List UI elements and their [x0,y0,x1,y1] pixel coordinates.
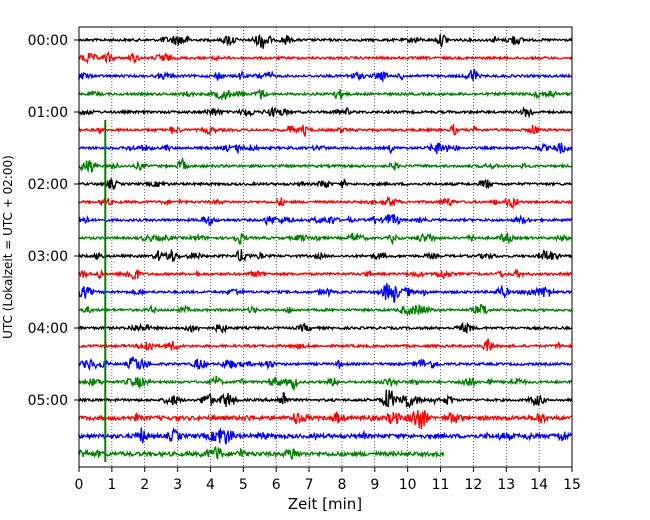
plot-frame [78,26,573,468]
x-tick-label: 12 [464,477,482,493]
x-tick-label: 4 [206,477,215,493]
x-tick-label: 8 [337,477,346,493]
trace-row [78,268,573,281]
x-axis-ticks: 0 1 2 3 4 5 6 7 8 9 10 11 12 13 14 15 [75,467,581,493]
x-tick-label: 13 [497,477,515,493]
trace-row [78,410,573,430]
x-axis-label: Zeit [min] [288,495,362,513]
x-tick-label: 7 [305,477,314,493]
x-tick-label: 15 [563,477,581,493]
trace-row [78,321,573,334]
trace-row [78,105,573,119]
x-tick-label: 14 [530,477,548,493]
trace-row [78,176,573,191]
trace-row [78,356,573,372]
trace-row [78,214,573,228]
y-tick-label: 04:00 [28,321,68,337]
trace-row [78,248,573,263]
x-tick-label: 3 [173,477,182,493]
trace-row [78,338,573,352]
trace-row [78,303,573,317]
trace-row [78,88,573,101]
y-tick-label: 05:00 [28,393,68,409]
trace-row [78,195,573,210]
y-tick-label: 03:00 [28,249,68,265]
x-tick-label: 11 [432,477,450,493]
vertical-gridlines [111,27,540,467]
x-tick-label: 9 [370,477,379,493]
x-tick-label: 0 [75,477,84,493]
trace-row [78,68,573,84]
trace-row [78,142,573,155]
trace-row [78,156,573,174]
trace-row [78,232,572,246]
trace-row [78,446,445,461]
seismic-traces [78,33,573,461]
y-tick-label: 00:00 [28,33,68,49]
y-axis-label: UTC (Lokalzeit = UTC + 02:00) [1,155,15,339]
trace-row [78,124,572,137]
x-tick-label: 2 [140,477,149,493]
trace-row [78,375,573,391]
x-tick-label: 10 [399,477,417,493]
x-tick-label: 6 [272,477,281,493]
x-tick-label: 1 [107,477,116,493]
trace-row [78,33,573,49]
y-tick-label: 01:00 [28,105,68,121]
y-tick-label: 02:00 [28,177,68,193]
trace-row [78,283,573,303]
trace-row [78,389,573,409]
trace-row [78,51,573,65]
y-axis-ticks: 00:00 01:00 02:00 03:00 04:00 05:00 [28,33,79,409]
trace-row [78,426,572,445]
x-tick-label: 5 [239,477,248,493]
